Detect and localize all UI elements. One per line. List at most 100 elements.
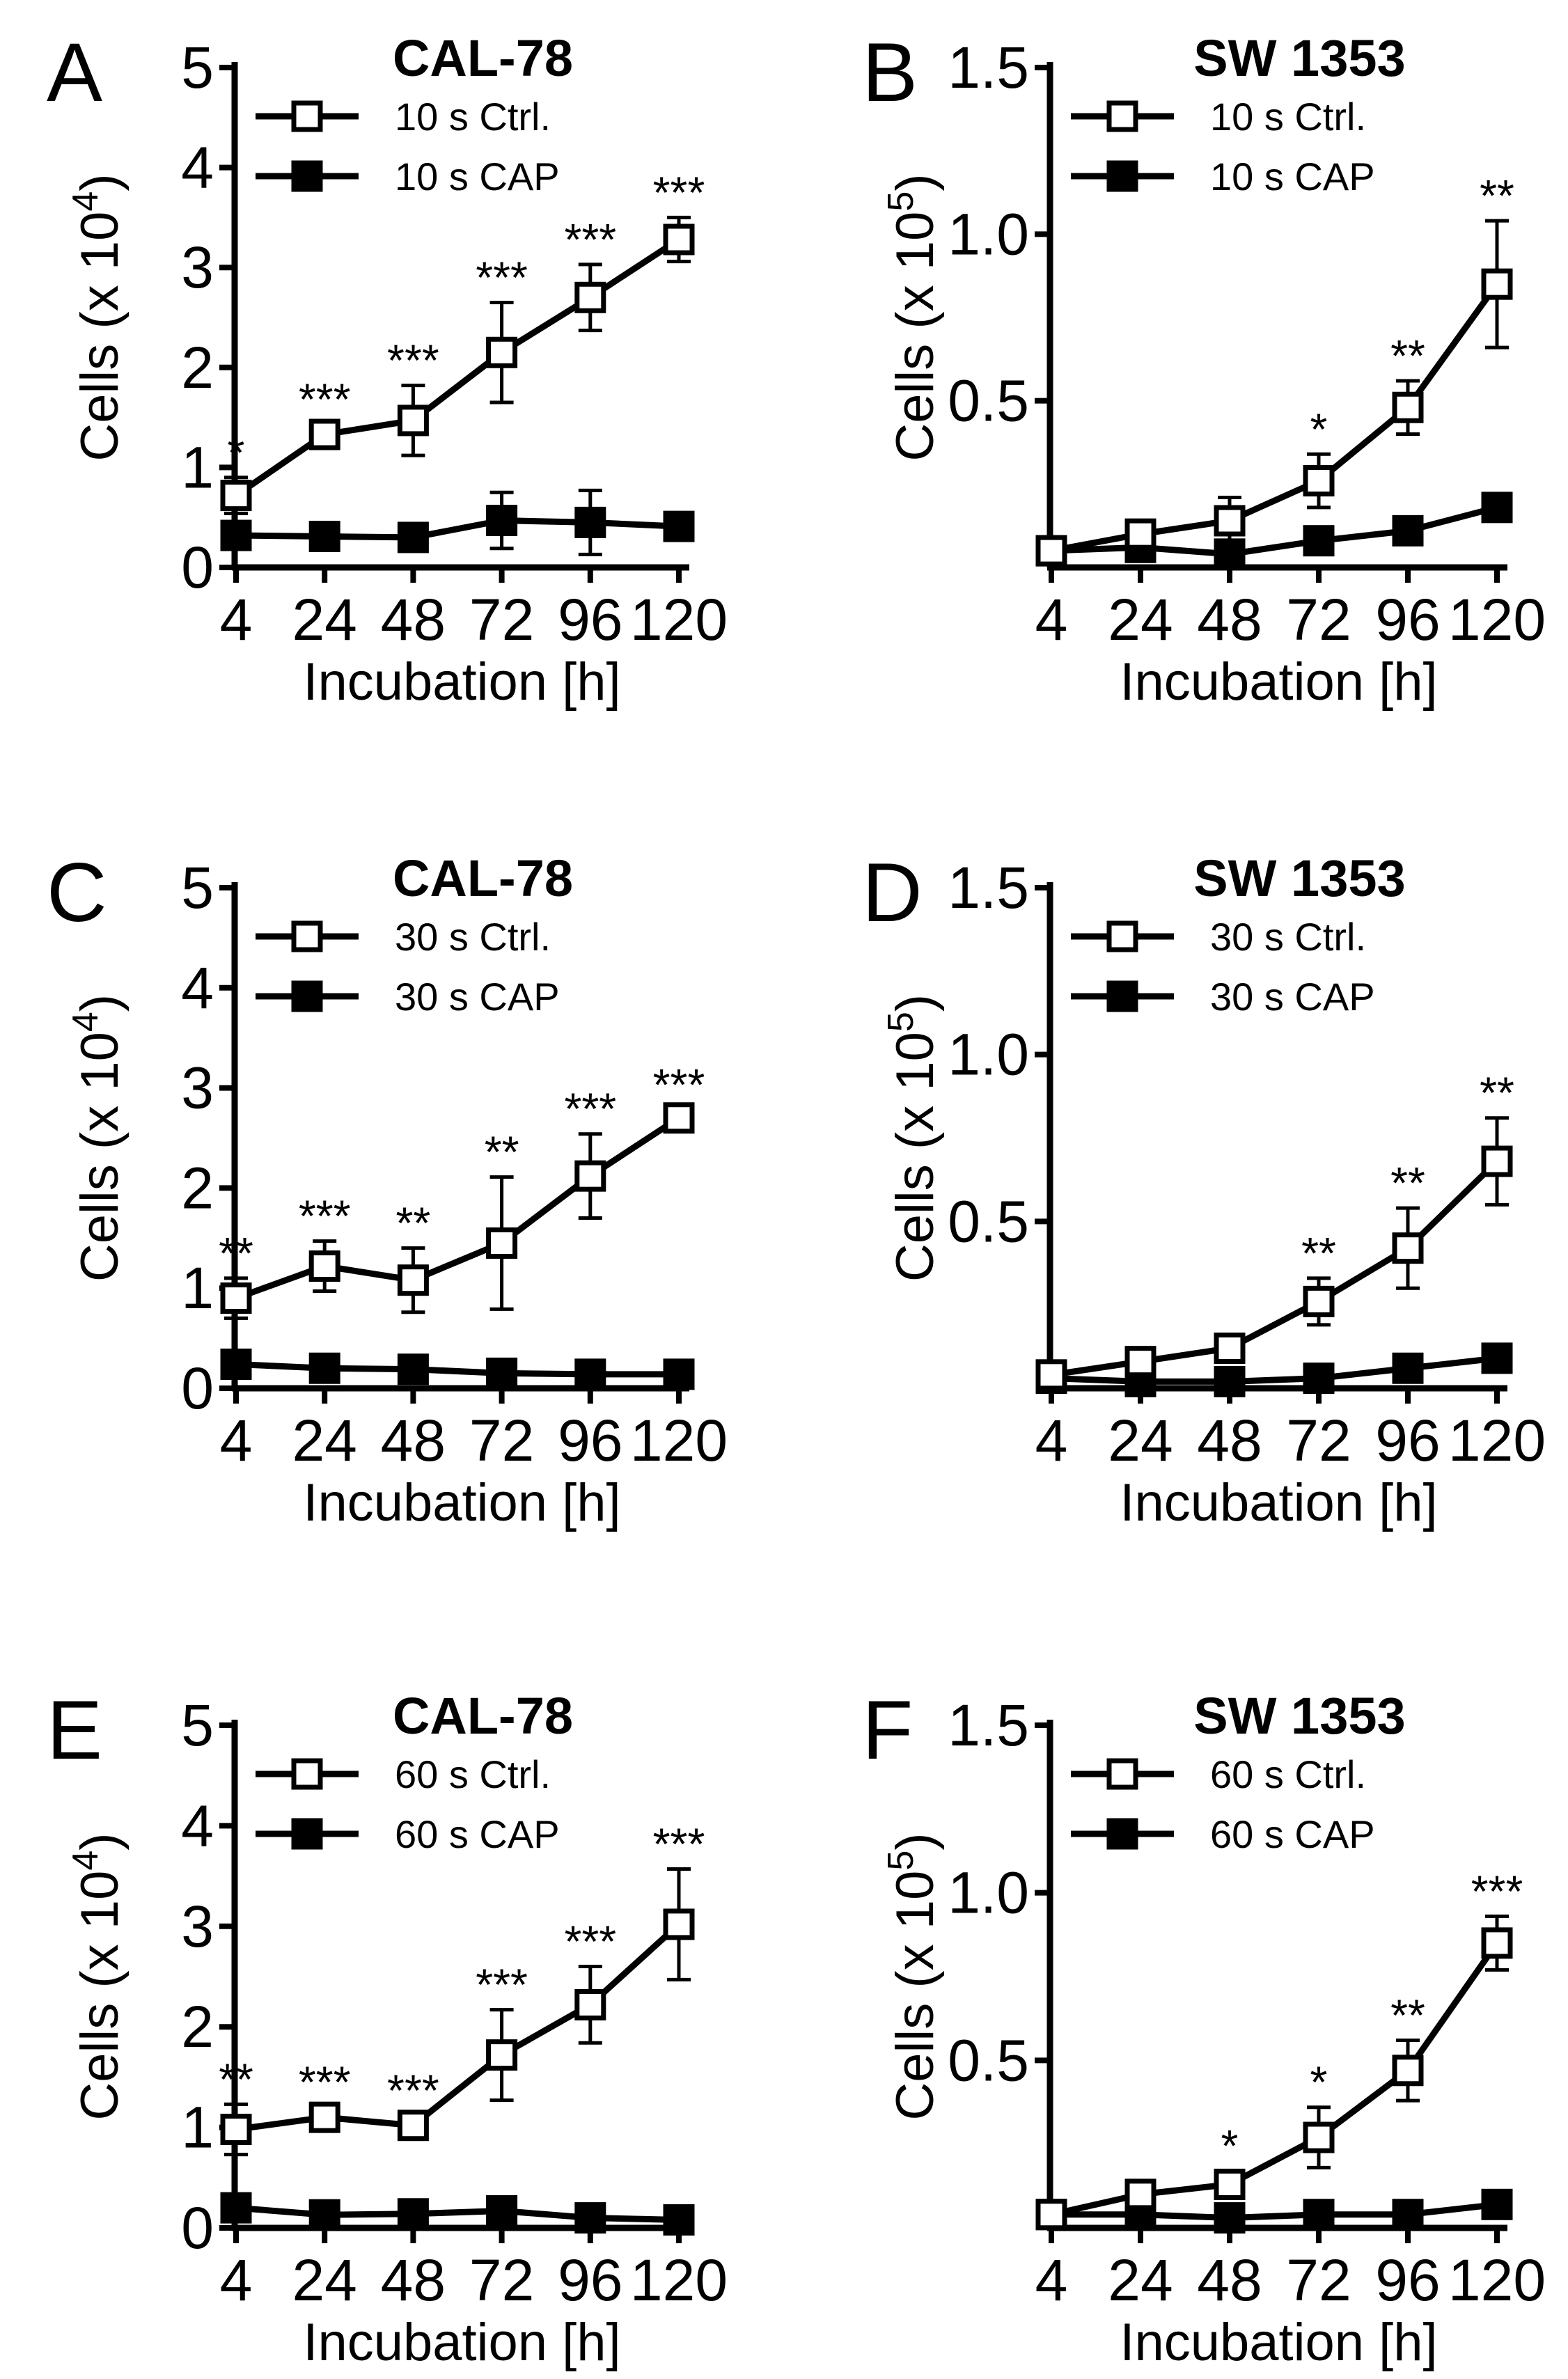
x-tick-label: 120 — [1448, 1408, 1546, 1473]
significance-marker: *** — [653, 1819, 705, 1869]
series-ctrl — [1035, 219, 1513, 567]
data-point — [486, 1227, 518, 1259]
data-point — [574, 1988, 606, 2020]
legend-marker — [291, 1818, 323, 1850]
panel-letter: B — [862, 26, 918, 119]
data-point — [574, 281, 606, 313]
y-axis-title-base: Cells (x 10 — [70, 1032, 130, 1282]
data-point — [220, 2192, 252, 2224]
legend-label: 10 s CAP — [1210, 155, 1375, 198]
data-point — [1392, 391, 1424, 423]
y-tick-label: 2 — [181, 1155, 214, 1220]
data-point — [663, 1908, 695, 1940]
chart-title: SW 1353 — [1193, 29, 1405, 87]
data-point — [486, 1357, 518, 1389]
y-axis-title-exponent: 4 — [65, 1851, 106, 1871]
y-tick-label: 1 — [181, 2095, 214, 2160]
y-axis-title-base: Cells (x 10 — [70, 212, 130, 462]
x-axis-title: Incubation [h] — [1120, 652, 1437, 712]
y-tick-label: 4 — [181, 1793, 214, 1858]
data-point — [220, 480, 252, 512]
x-axis-title: Incubation [h] — [303, 652, 620, 712]
panel-letter: F — [862, 1683, 913, 1777]
y-axis-title-end: ) — [70, 1832, 130, 1850]
data-point — [1214, 505, 1246, 537]
y-axis-title: Cells (x 104) — [65, 994, 130, 1282]
y-tick-label: 1 — [181, 434, 214, 500]
y-tick-label: 1.5 — [948, 1693, 1029, 1758]
data-point — [1392, 1232, 1424, 1264]
panel-letter: D — [862, 846, 923, 939]
significance-marker: *** — [387, 2065, 439, 2115]
significance-marker: *** — [476, 1960, 528, 2010]
x-tick-label: 72 — [1286, 587, 1351, 652]
chart-title: CAL-78 — [393, 1687, 573, 1745]
y-tick-label: 0 — [181, 535, 214, 600]
significance-marker: *** — [564, 214, 616, 265]
x-tick-label: 72 — [1286, 2247, 1351, 2313]
data-point — [486, 336, 518, 368]
y-axis-title-end: ) — [886, 1832, 945, 1850]
legend-marker — [291, 100, 323, 132]
data-point — [1124, 518, 1157, 550]
data-point — [308, 1352, 340, 1384]
panel-b: B SW 1353 0.5 1.0 1.5 4 24 48 72 96 120Incubation … — [862, 26, 1546, 712]
legend-label: 30 s Ctrl. — [1210, 915, 1366, 959]
x-axis-title: Incubation [h] — [1120, 2313, 1437, 2372]
legend-label: 10 s Ctrl. — [395, 95, 551, 139]
significance-marker: * — [1310, 404, 1328, 454]
x-tick-label: 96 — [1375, 587, 1440, 652]
x-tick-label: 24 — [292, 587, 356, 652]
x-tick-label: 48 — [1197, 1408, 1262, 1473]
x-tick-label: 48 — [381, 2247, 446, 2313]
series-line — [235, 517, 680, 541]
y-tick-label: 3 — [181, 1894, 214, 1959]
y-tick-label: 3 — [181, 235, 214, 300]
x-tick-label: 120 — [630, 587, 728, 652]
data-point — [1481, 1342, 1513, 1374]
x-tick-label: 72 — [469, 587, 534, 652]
panel-letter: C — [47, 846, 107, 939]
data-point — [574, 1160, 606, 1192]
y-axis-title-end: ) — [886, 994, 945, 1012]
data-point — [1035, 2199, 1067, 2231]
y-axis-title-exponent: 4 — [65, 1012, 106, 1032]
data-point — [397, 521, 429, 553]
legend-marker — [1106, 920, 1138, 952]
legend-label: 60 s Ctrl. — [1210, 1752, 1366, 1796]
x-tick-label: 4 — [1035, 1408, 1068, 1473]
series-line — [1051, 1159, 1500, 1379]
data-point — [486, 505, 518, 537]
y-tick-label: 5 — [181, 1693, 214, 1758]
data-point — [663, 1358, 695, 1390]
x-axis-title: Incubation [h] — [1120, 1473, 1437, 1532]
series-line — [1051, 504, 1498, 558]
significance-marker: ** — [219, 1228, 253, 1278]
x-tick-label: 48 — [1197, 2247, 1262, 2313]
y-tick-label: 2 — [181, 335, 214, 400]
data-point — [1303, 1363, 1335, 1395]
x-tick-label: 4 — [1035, 2247, 1068, 2313]
legend-marker — [291, 980, 323, 1012]
y-tick-label: 0 — [181, 1356, 214, 1421]
data-point — [397, 1353, 429, 1385]
series-line — [235, 1360, 679, 1378]
data-point — [1481, 492, 1513, 524]
data-point — [397, 2198, 429, 2230]
data-point — [1481, 2188, 1513, 2220]
x-tick-label: 24 — [1108, 2247, 1173, 2313]
significance-marker: ** — [1480, 1068, 1514, 1118]
data-point — [1303, 1285, 1335, 1317]
legend-label: 10 s CAP — [395, 155, 560, 198]
y-tick-label: 4 — [181, 955, 214, 1021]
significance-marker: *** — [653, 1060, 705, 1110]
significance-marker: ** — [1390, 1990, 1425, 2040]
y-axis-title-base: Cells (x 10 — [886, 1032, 945, 1282]
data-point — [308, 2199, 340, 2231]
significance-marker: ** — [1390, 1158, 1425, 1208]
y-axis-title-exponent: 4 — [65, 191, 106, 212]
legend-label: 10 s Ctrl. — [1210, 95, 1366, 139]
data-point — [663, 510, 695, 542]
